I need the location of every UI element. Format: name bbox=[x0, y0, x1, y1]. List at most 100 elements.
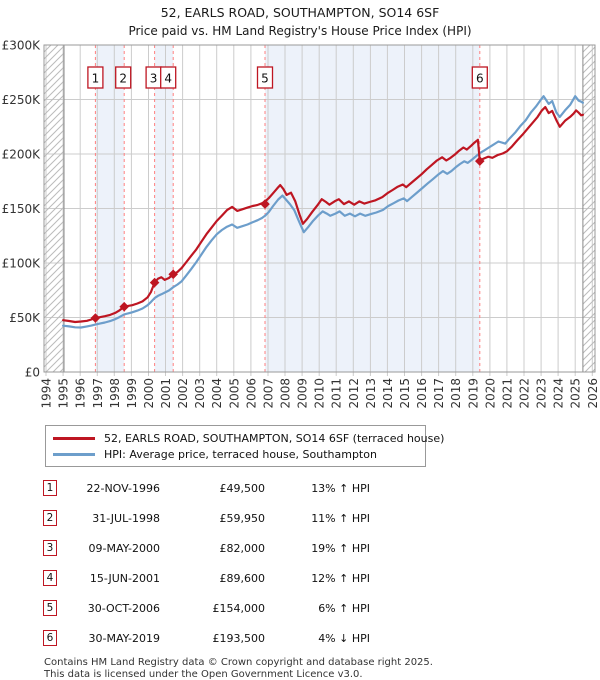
x-axis-label: 2011 bbox=[330, 378, 344, 409]
transaction-date: 30-MAY-2019 bbox=[88, 631, 160, 645]
transaction-number-box bbox=[115, 66, 132, 89]
x-axis-label: 2000 bbox=[142, 378, 156, 409]
transaction-number-box-label: 2 bbox=[119, 72, 127, 86]
chart-plot-area: 1 2 3 4 5 6 £0 £50K £100K £150K £200K £250K £300K 199… bbox=[2, 40, 600, 409]
x-axis-label: 1996 bbox=[74, 378, 88, 409]
x-axis-label: 2004 bbox=[210, 378, 224, 409]
x-axis-label: 2018 bbox=[449, 378, 463, 409]
y-axis-label: £200K bbox=[2, 148, 42, 162]
x-axis-label: 2025 bbox=[569, 378, 583, 409]
x-axis-label: 2023 bbox=[535, 378, 549, 409]
x-axis-label: 2006 bbox=[244, 378, 258, 409]
x-axis-label: 2014 bbox=[381, 378, 395, 409]
transaction-number-box-label: 1 bbox=[92, 72, 100, 86]
transaction-row: 6 30-MAY-2019 £193,500 4% ↓ HPI bbox=[43, 623, 600, 653]
license-note: Contains HM Land Registry data © Crown c… bbox=[44, 657, 600, 680]
transaction-row: 4 15-JUN-2001 £89,600 12% ↑ HPI bbox=[43, 563, 600, 593]
x-axis-label: 2016 bbox=[415, 378, 429, 409]
transaction-price: £89,600 bbox=[219, 571, 266, 585]
transaction-number-box-label: 4 bbox=[164, 72, 172, 86]
x-axis-label: 2024 bbox=[552, 378, 566, 409]
x-axis-label: 1999 bbox=[125, 378, 139, 409]
transaction-number-box-label: 3 bbox=[150, 72, 158, 86]
transaction-date: 31-JUL-1998 bbox=[92, 511, 160, 525]
transaction-price: £154,000 bbox=[212, 601, 266, 615]
x-axis-label: 2026 bbox=[586, 378, 600, 409]
price-line-swatch bbox=[53, 436, 95, 440]
x-axis-label: 2017 bbox=[432, 378, 446, 409]
x-axis-label: 1994 bbox=[40, 378, 54, 409]
transaction-date: 30-OCT-2006 bbox=[87, 601, 160, 615]
x-axis-label: 1998 bbox=[108, 378, 122, 409]
sale-marker bbox=[260, 199, 270, 209]
chart-legend: 52, EARLS ROAD, SOUTHAMPTON, SO14 6SF (t… bbox=[45, 425, 444, 467]
price-history-chart: 1 2 3 4 5 6 £0 £50K £100K £150K £200K £250K £300K 199… bbox=[2, 40, 600, 409]
legend-row-price: 52, EARLS ROAD, SOUTHAMPTON, SO14 6SF (t… bbox=[53, 430, 444, 446]
y-axis-label: £300K bbox=[2, 40, 42, 53]
transaction-number-box-label: 5 bbox=[261, 72, 269, 86]
transaction-number-box bbox=[471, 66, 488, 89]
y-axis-label: £150K bbox=[2, 202, 42, 216]
transaction-hpi-delta: 4% ↓ HPI bbox=[318, 631, 370, 645]
transaction-price: £193,500 bbox=[212, 631, 266, 645]
y-axis-label: £50K bbox=[9, 311, 41, 325]
transaction-date: 09-MAY-2000 bbox=[88, 541, 160, 555]
x-axis-label: 2002 bbox=[176, 378, 190, 409]
legend-price-label: 52, EARLS ROAD, SOUTHAMPTON, SO14 6SF (t… bbox=[104, 431, 445, 445]
sale-marker bbox=[168, 269, 178, 280]
legend-row-hpi: HPI: Average price, terraced house, Sout… bbox=[53, 446, 425, 462]
transaction-number: 2 bbox=[43, 510, 57, 526]
transaction-hpi-delta: 19% ↑ HPI bbox=[311, 541, 370, 555]
transaction-number: 3 bbox=[43, 540, 57, 556]
x-axis-label: 2020 bbox=[483, 378, 497, 409]
page-title: 52, EARLS ROAD, SOUTHAMPTON, SO14 6SF bbox=[160, 5, 440, 20]
legend-hpi-label: HPI: Average price, terraced house, Sout… bbox=[104, 447, 377, 461]
chart-header: 52, EARLS ROAD, SOUTHAMPTON, SO14 6SF Pr… bbox=[0, 0, 600, 40]
transaction-number: 6 bbox=[43, 630, 57, 646]
sale-marker bbox=[119, 301, 129, 312]
x-axis-label: 2001 bbox=[159, 378, 173, 409]
transaction-hpi-delta: 11% ↑ HPI bbox=[311, 511, 370, 525]
x-axis-label: 2012 bbox=[347, 378, 361, 409]
x-axis-label: 2013 bbox=[364, 378, 378, 409]
x-axis-label: 2019 bbox=[466, 378, 480, 409]
transaction-number-box bbox=[87, 66, 104, 89]
transaction-row: 2 31-JUL-1998 £59,950 11% ↑ HPI bbox=[43, 503, 600, 533]
x-axis-label: 1995 bbox=[57, 378, 71, 409]
y-axis-label: £250K bbox=[2, 93, 42, 107]
x-axis-label: 1997 bbox=[91, 378, 105, 409]
x-axis-label: 2005 bbox=[227, 378, 241, 409]
license-line-1: Contains HM Land Registry data © Crown c… bbox=[44, 657, 433, 668]
sale-marker bbox=[149, 277, 160, 288]
transaction-number: 1 bbox=[43, 480, 57, 496]
plot-border bbox=[43, 44, 596, 373]
transaction-number: 5 bbox=[43, 600, 57, 616]
x-axis-label: 2021 bbox=[500, 378, 514, 409]
transaction-hpi-delta: 12% ↑ HPI bbox=[311, 571, 370, 585]
transaction-date: 22-NOV-1996 bbox=[86, 481, 160, 495]
transaction-price: £82,000 bbox=[219, 541, 266, 555]
page-subtitle: Price paid vs. HM Land Registry's House … bbox=[128, 24, 472, 38]
transaction-price: £49,500 bbox=[219, 481, 266, 495]
transaction-row: 5 30-OCT-2006 £154,000 6% ↑ HPI bbox=[43, 593, 600, 623]
transactions-table: 1 22-NOV-1996 £49,500 13% ↑ HPI 2 31-JUL… bbox=[43, 473, 600, 653]
transaction-price: £59,950 bbox=[219, 511, 266, 525]
x-axis-label: 2007 bbox=[262, 378, 276, 409]
no-data-hatch bbox=[582, 45, 595, 372]
no-data-hatch bbox=[44, 45, 64, 372]
transaction-number-box bbox=[256, 66, 274, 89]
x-axis-label: 2015 bbox=[398, 378, 412, 409]
transaction-number-box-label: 6 bbox=[476, 72, 484, 86]
x-axis-label: 2008 bbox=[279, 378, 293, 409]
y-axis-label: £100K bbox=[2, 257, 42, 271]
x-axis-label: 2009 bbox=[296, 378, 310, 409]
license-line-2: This data is licensed under the Open Gov… bbox=[44, 668, 363, 680]
y-axis-label: £0 bbox=[25, 366, 40, 380]
x-axis-label: 2010 bbox=[313, 378, 327, 409]
hpi-line-swatch bbox=[53, 452, 95, 456]
transaction-row: 3 09-MAY-2000 £82,000 19% ↑ HPI bbox=[43, 533, 600, 563]
transaction-number-box bbox=[160, 66, 177, 89]
transaction-date: 15-JUN-2001 bbox=[89, 571, 160, 585]
x-axis-label: 2022 bbox=[518, 378, 532, 409]
sale-marker bbox=[90, 313, 101, 323]
